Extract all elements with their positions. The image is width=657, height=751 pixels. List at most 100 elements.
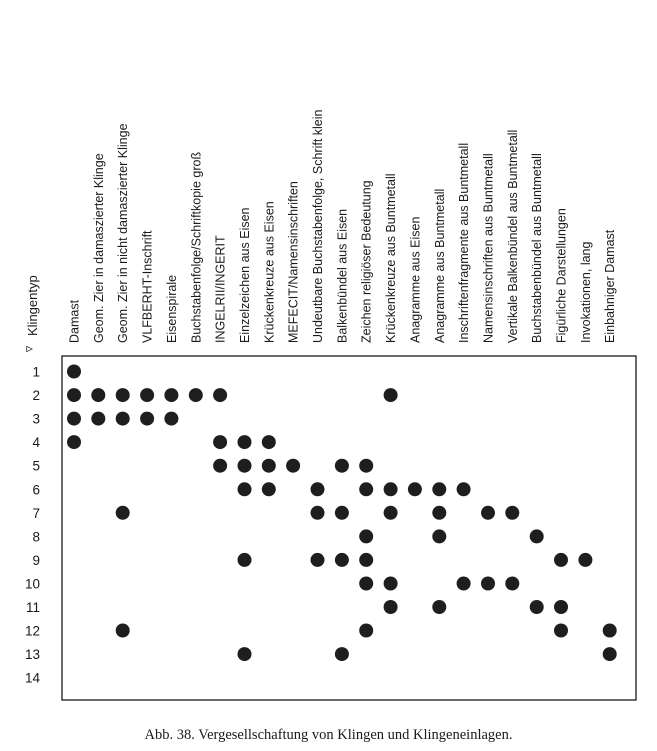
occurrence-dot: [334, 505, 349, 520]
row-label: 9: [32, 553, 40, 568]
row-label: 6: [32, 482, 40, 497]
occurrence-dot: [383, 388, 398, 403]
column-labels: Damast Geom. Zier in damaszierter Klinge G…: [68, 109, 618, 343]
row-label: 5: [32, 459, 40, 474]
occurrence-dot: [529, 600, 544, 614]
column-label: Inschriftenfragmente aus Buntmetall: [457, 143, 471, 343]
occurrence-dot: [67, 388, 81, 403]
occurrence-dot: [383, 576, 398, 591]
occurrence-dot: [237, 482, 252, 497]
occurrence-dot: [481, 505, 495, 520]
column-label: Balkenbündel aus Eisen: [335, 209, 349, 343]
occurrence-dot: [115, 623, 130, 638]
occurrence-dot: [505, 505, 520, 520]
occurrence-dot: [213, 388, 228, 403]
occurrence-dots: [67, 364, 617, 662]
column-label: Buchstabenfolge/Schriftkopie groß: [189, 152, 203, 343]
column-label: Buchstabenbündel aus Buntmetall: [530, 153, 544, 343]
column-label: VLFBERHT-Inschrift: [141, 230, 155, 343]
occurrence-dot: [359, 529, 374, 544]
row-label: 1: [32, 365, 40, 380]
occurrence-dot: [213, 458, 228, 473]
occurrence-dot: [67, 364, 81, 379]
occurrence-dot: [554, 623, 568, 638]
occurrence-dot: [602, 623, 617, 638]
row-label: 8: [32, 529, 40, 544]
row-label: 7: [32, 506, 40, 521]
occurrence-dot: [164, 388, 179, 403]
column-label: Geom. Zier in nicht damaszierter Klinge: [116, 123, 130, 343]
occurrence-dot: [383, 505, 398, 520]
occurrence-dot: [115, 505, 130, 520]
occurrence-dot: [237, 647, 252, 662]
occurrence-dot: [359, 576, 374, 591]
row-label: 13: [25, 647, 40, 662]
occurrence-dot: [237, 435, 252, 450]
row-label: 2: [32, 388, 40, 403]
column-label: Invokationen, lang: [579, 241, 593, 343]
occurrence-dot: [456, 482, 471, 497]
column-label: INGELRII/INGERIT: [214, 235, 228, 343]
occurrence-dot: [359, 552, 374, 567]
occurrence-dot: [164, 411, 179, 426]
occurrence-dot: [261, 458, 276, 473]
column-label: Namensinschriften aus Buntmetall: [482, 153, 496, 343]
column-label: Einbahniger Damast: [603, 229, 617, 343]
occurrence-dot: [383, 482, 398, 497]
occurrence-dot: [432, 600, 447, 614]
column-label: Anagramme aus Eisen: [408, 216, 422, 343]
occurrence-dot: [359, 623, 374, 638]
occurrence-dot: [91, 388, 106, 403]
row-label: 14: [25, 671, 41, 686]
column-label: MEFECIT/Namensinschriften: [287, 181, 301, 343]
occurrence-dot: [140, 411, 155, 426]
occurrence-dot: [529, 529, 544, 544]
occurrence-dot: [115, 411, 130, 426]
row-label: 12: [25, 624, 40, 639]
y-axis-label: Klingentyp: [25, 275, 40, 336]
column-label: Anagramme aus Buntmetall: [433, 189, 447, 343]
column-label: Geom. Zier in damaszierter Klinge: [92, 153, 106, 343]
column-label: Damast: [68, 299, 82, 343]
occurrence-dot: [115, 388, 130, 403]
occurrence-dot: [359, 482, 374, 497]
column-label: Zeichen religiöser Bedeutung: [360, 180, 374, 343]
occurrence-dot: [188, 388, 203, 403]
row-label: 3: [32, 412, 40, 427]
occurrence-dot: [505, 576, 520, 591]
column-label: Krückenkreuze aus Buntmetall: [384, 173, 398, 343]
occurrence-dot: [578, 552, 593, 567]
occurrence-dot: [432, 505, 447, 520]
column-label: Vertikale Balkenbündel aus Buntmetall: [506, 130, 520, 343]
occurrence-dot: [456, 576, 471, 591]
occurrence-dot: [286, 458, 301, 473]
occurrence-dot: [67, 435, 81, 450]
occurrence-dot: [554, 552, 568, 567]
column-label: Figürliche Darstellungen: [555, 208, 569, 343]
row-label: 10: [25, 577, 40, 592]
occurrence-dot: [334, 458, 349, 473]
occurrence-dot: [310, 552, 325, 567]
column-label: Undeutbare Buchstabenfolge, Schrift klei…: [311, 109, 325, 343]
occurrence-dot: [261, 482, 276, 497]
occurrence-dot: [213, 435, 228, 450]
occurrence-dot: [359, 458, 374, 473]
occurrence-dot: [140, 388, 155, 403]
occurrence-dot: [91, 411, 106, 426]
occurrence-dot: [407, 482, 422, 497]
occurrence-dot: [334, 552, 349, 567]
occurrence-dot: [432, 529, 447, 544]
row-label: 11: [26, 600, 40, 615]
row-label: 4: [32, 435, 40, 450]
column-label: Eisenspirale: [165, 275, 179, 343]
y-axis-marker: ▿: [21, 345, 36, 352]
occurrence-dot: [481, 576, 495, 591]
occurrence-dot: [237, 458, 252, 473]
occurrence-dot: [383, 600, 398, 614]
occurrence-dot: [602, 647, 617, 662]
occurrence-dot: [310, 505, 325, 520]
column-label: Krückenkreuze aus Eisen: [262, 201, 276, 343]
